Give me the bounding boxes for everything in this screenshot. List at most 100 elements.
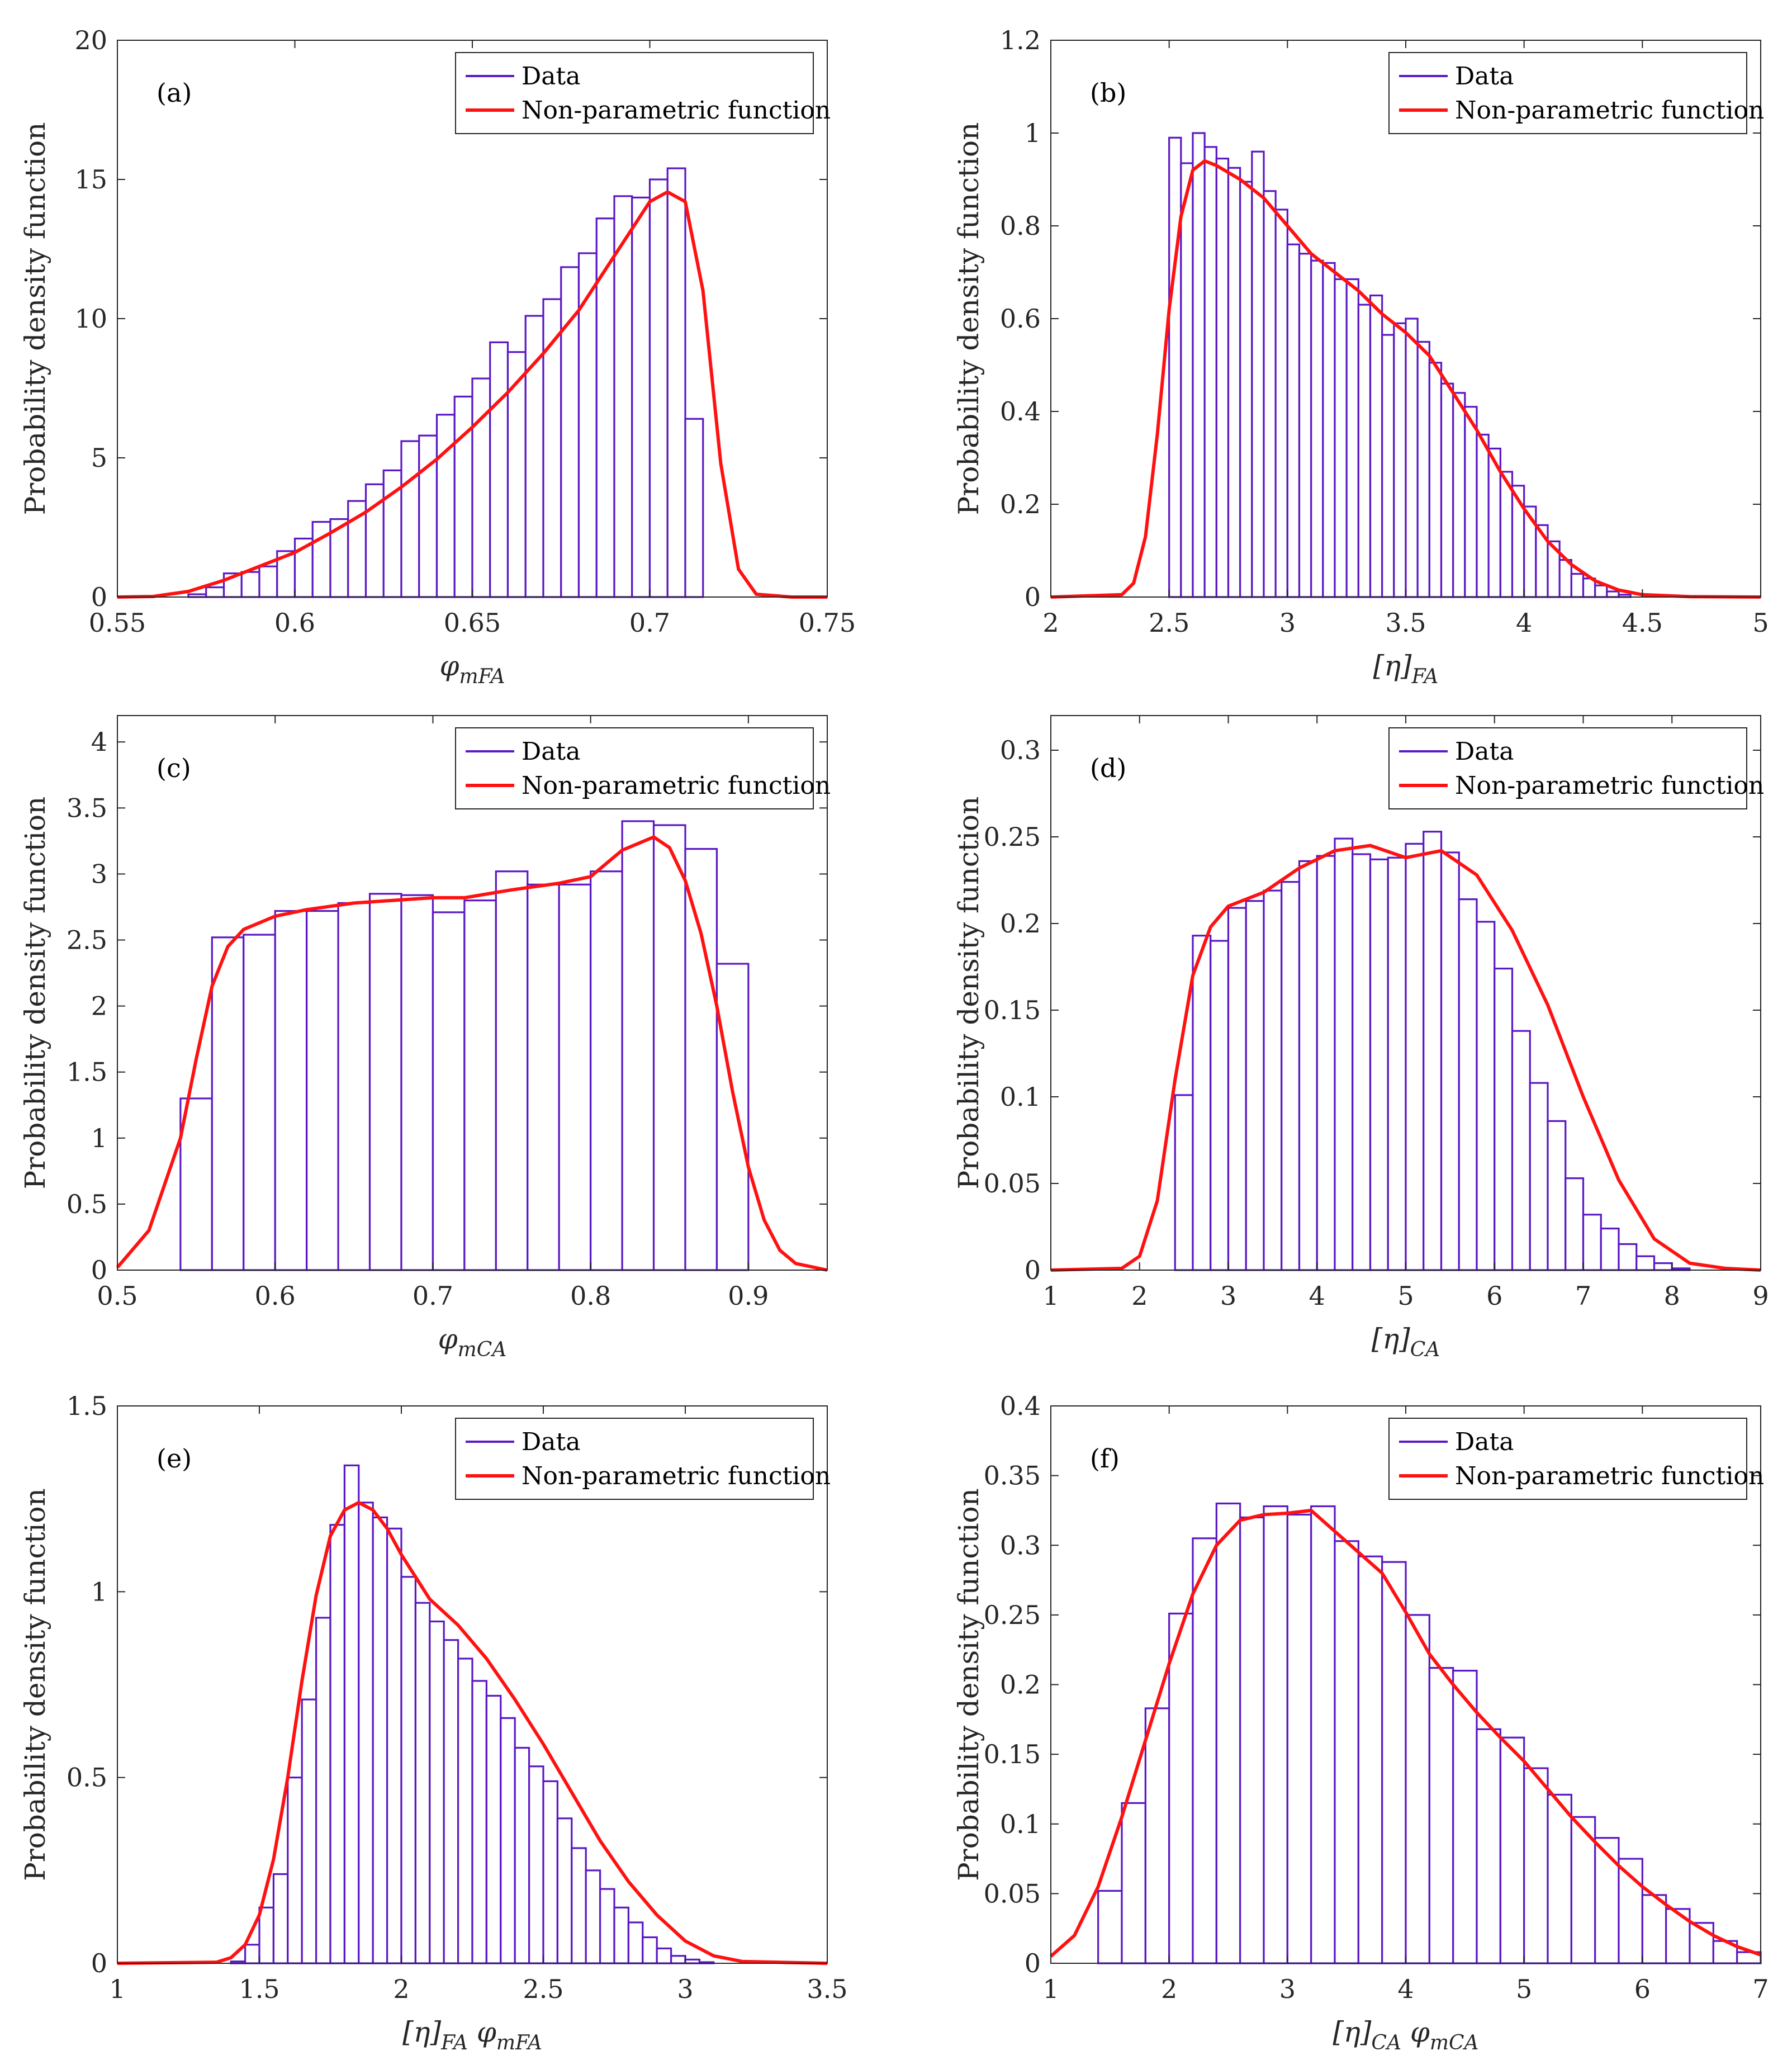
histogram-bar (240, 571, 260, 598)
histogram-bar (1565, 1177, 1585, 1271)
chart-panel-b: 2 2.5 3 3.5 4 4.5 5 0 0.2 0.4 0.6 0.8 1 1.2 Probabilit… (952, 25, 1769, 688)
histogram-bar (631, 196, 651, 598)
histogram-bar (1210, 940, 1230, 1271)
histogram-bar (1381, 334, 1395, 598)
histogram-bar (1144, 1707, 1170, 1964)
histogram-bar (558, 883, 592, 1271)
x-axis-title-part: [η] (1333, 2016, 1371, 2048)
legend-label-data: Data (1455, 737, 1514, 766)
histogram-bar (301, 1698, 317, 1964)
histogram-bar (372, 1516, 388, 1964)
histogram-bar (368, 893, 402, 1271)
histogram-bar (560, 266, 580, 598)
legend-label-data: Data (1455, 62, 1514, 91)
histogram-bar (1357, 304, 1372, 598)
legend: Data Non-parametric function (455, 52, 831, 134)
y-axis-title: Probability density function (19, 122, 51, 515)
x-tick-label: 3 (1220, 1281, 1236, 1311)
histogram-bar (627, 1921, 644, 1964)
histogram-bar (1635, 1255, 1656, 1271)
x-tick-label: 6 (1634, 1974, 1651, 2004)
histogram-bar (585, 1869, 601, 1964)
y-tick-label: 0.25 (984, 822, 1041, 852)
histogram-bar (715, 963, 750, 1271)
histogram-bar (648, 178, 669, 598)
histogram-bar (1387, 856, 1407, 1271)
histogram-bar (1174, 1094, 1194, 1271)
histogram-bar (258, 565, 278, 598)
y-tick-label: 0 (1025, 1255, 1041, 1285)
x-tick-label: 0.65 (444, 608, 501, 638)
histogram-bar (1192, 1537, 1217, 1964)
histogram-bar (457, 1658, 473, 1964)
histogram-bar (1653, 1262, 1673, 1271)
y-tick-label: 0.5 (67, 1763, 107, 1793)
histogram-bar (1352, 853, 1372, 1271)
histogram-bar (414, 1602, 431, 1964)
histogram-bar (400, 894, 434, 1271)
y-axis-title: Probability density function (19, 797, 51, 1190)
histogram-bar (1345, 278, 1359, 598)
x-axis-title: φmCA (438, 1323, 507, 1361)
legend-label-curve: Non-parametric function (1455, 1462, 1764, 1490)
legend-box (1388, 727, 1747, 809)
panel-label: (c) (157, 753, 191, 783)
histogram-bar (287, 1777, 303, 1964)
y-tick-label: 2.5 (67, 925, 107, 955)
histogram-bar (1097, 1889, 1123, 1964)
histogram-bar (1192, 132, 1206, 598)
histogram-bar (1600, 1228, 1620, 1271)
histogram-bar (556, 1817, 573, 1964)
x-axis-title-part: mFA (496, 2031, 542, 2054)
histogram-bar (595, 217, 615, 598)
y-tick-label: 0.2 (1000, 489, 1041, 519)
x-axis-title-part (468, 2016, 477, 2048)
histogram-bar (571, 1847, 587, 1964)
x-tick-label: 4 (1309, 1281, 1325, 1311)
y-tick-label: 15 (74, 164, 107, 195)
histogram-bar (1405, 318, 1419, 598)
legend-label-curve: Non-parametric function (522, 1462, 831, 1490)
histogram-bar (1440, 382, 1454, 598)
y-tick-label: 0.1 (1000, 1809, 1041, 1839)
chart-panel-d: 1 2 3 4 5 6 7 8 9 0 0.05 0.1 0.15 0.2 0.25 0.3 Probabili… (952, 715, 1769, 1361)
y-tick-label: 0 (1025, 1948, 1041, 1978)
histogram-bar (542, 1780, 558, 1964)
y-tick-label: 0.4 (1000, 396, 1041, 427)
histogram-bar (1316, 855, 1336, 1271)
histogram-bar (670, 1955, 686, 1964)
histogram-bar (1239, 1516, 1265, 1964)
x-tick-label: 3 (1279, 608, 1296, 638)
y-tick-label: 0.35 (984, 1461, 1041, 1491)
x-tick-label: 2.5 (1149, 608, 1189, 638)
x-tick-label: 1 (1042, 1281, 1059, 1311)
x-axis-title: [η]CA φmCA (1333, 2016, 1478, 2054)
histogram-bar (315, 1617, 331, 1964)
x-tick-label: 7 (1752, 1974, 1769, 2004)
y-tick-label: 10 (74, 304, 107, 334)
x-tick-label: 0.7 (629, 608, 670, 638)
y-tick-label: 0 (91, 1948, 107, 1978)
x-axis-title-part: mCA (1430, 2031, 1479, 2054)
panel-label: (a) (157, 78, 192, 108)
histogram-bar (1334, 1540, 1359, 1964)
histogram-bar (1263, 190, 1277, 598)
histogram-bar (1286, 243, 1301, 598)
histogram-bar (453, 395, 473, 598)
y-tick-label: 4 (91, 727, 107, 757)
x-axis-title: [η]FA φmFA (402, 2016, 542, 2054)
histogram-bar (272, 1873, 289, 1964)
y-tick-label: 1 (91, 1123, 107, 1153)
x-tick-label: 0.55 (89, 608, 146, 638)
chart-panel-f: 1 2 3 4 5 6 7 0 0.05 0.1 0.15 0.2 0.25 0.3 0.35 0.4 Prob… (952, 1391, 1769, 2054)
histogram-bar (306, 910, 339, 1271)
y-tick-label: 20 (74, 25, 107, 55)
x-tick-label: 2 (1131, 1281, 1148, 1311)
x-tick-label: 1.5 (239, 1974, 279, 2004)
histogram-bar (1310, 259, 1324, 598)
x-tick-label: 3 (677, 1974, 693, 2004)
histogram-bar (652, 824, 686, 1271)
histogram-bar (1511, 1030, 1531, 1271)
y-tick-label: 0 (1025, 582, 1041, 612)
